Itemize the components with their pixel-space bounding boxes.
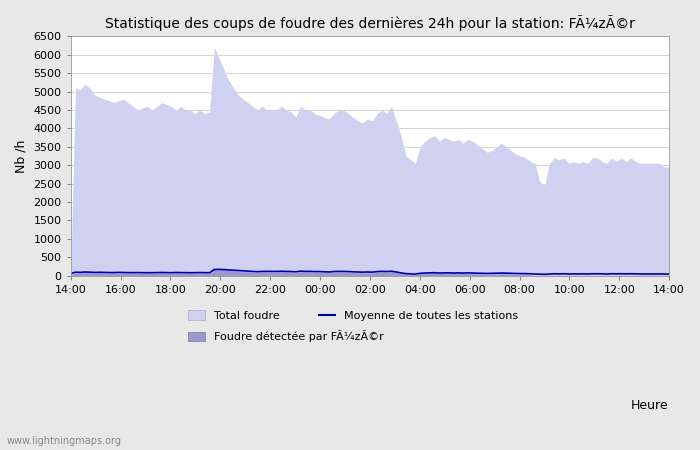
Title: Statistique des coups de foudre des dernières 24h pour la station: FÃ¼zÃ©r: Statistique des coups de foudre des dern… [105,15,635,31]
Text: www.lightningmaps.org: www.lightningmaps.org [7,436,122,446]
Text: Heure: Heure [631,399,668,412]
Legend: Foudre détectée par FÃ¼zÃ©r: Foudre détectée par FÃ¼zÃ©r [184,326,388,346]
Y-axis label: Nb /h: Nb /h [15,140,28,173]
